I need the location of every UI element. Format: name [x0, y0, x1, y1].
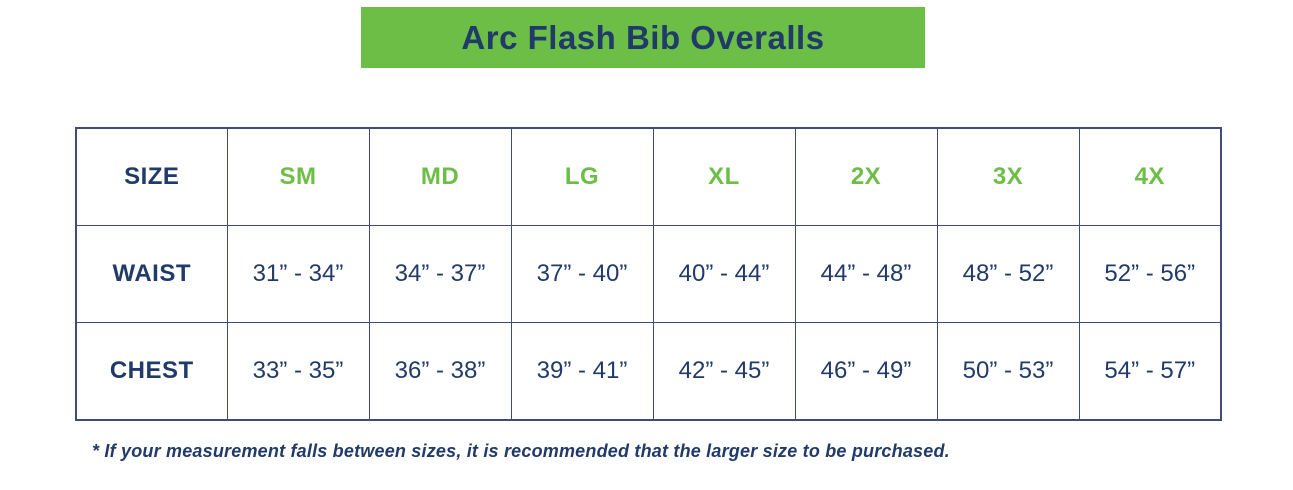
size-header-4x: 4X — [1078, 127, 1222, 226]
size-header-2x: 2X — [794, 127, 938, 226]
title-banner: Arc Flash Bib Overalls — [361, 7, 925, 68]
table-header-row: SIZE SM MD LG XL 2X 3X 4X — [75, 127, 1222, 226]
waist-row: WAIST 31” - 34” 34” - 37” 37” - 40” 40” … — [75, 225, 1222, 323]
waist-value-sm: 31” - 34” — [226, 225, 370, 323]
chest-value-lg: 39” - 41” — [510, 322, 654, 421]
size-header-lg: LG — [510, 127, 654, 226]
size-header-md: MD — [368, 127, 512, 226]
size-header-sm: SM — [226, 127, 370, 226]
waist-value-4x: 52” - 56” — [1078, 225, 1222, 323]
waist-value-xl: 40” - 44” — [652, 225, 796, 323]
chest-value-2x: 46” - 49” — [794, 322, 938, 421]
size-chart-table: SIZE SM MD LG XL 2X 3X 4X WAIST 31” - 34… — [75, 127, 1222, 421]
chest-value-3x: 50” - 53” — [936, 322, 1080, 421]
chest-value-sm: 33” - 35” — [226, 322, 370, 421]
waist-value-md: 34” - 37” — [368, 225, 512, 323]
waist-value-3x: 48” - 52” — [936, 225, 1080, 323]
chest-row-label: CHEST — [75, 322, 228, 421]
chest-value-4x: 54” - 57” — [1078, 322, 1222, 421]
waist-value-2x: 44” - 48” — [794, 225, 938, 323]
page-title: Arc Flash Bib Overalls — [461, 18, 825, 56]
size-header-xl: XL — [652, 127, 796, 226]
waist-value-lg: 37” - 40” — [510, 225, 654, 323]
chest-value-md: 36” - 38” — [368, 322, 512, 421]
size-header-3x: 3X — [936, 127, 1080, 226]
waist-row-label: WAIST — [75, 225, 228, 323]
chest-value-xl: 42” - 45” — [652, 322, 796, 421]
size-column-header: SIZE — [75, 127, 228, 226]
footnote: * If your measurement falls between size… — [92, 441, 950, 461]
chest-row: CHEST 33” - 35” 36” - 38” 39” - 41” 42” … — [75, 322, 1222, 421]
